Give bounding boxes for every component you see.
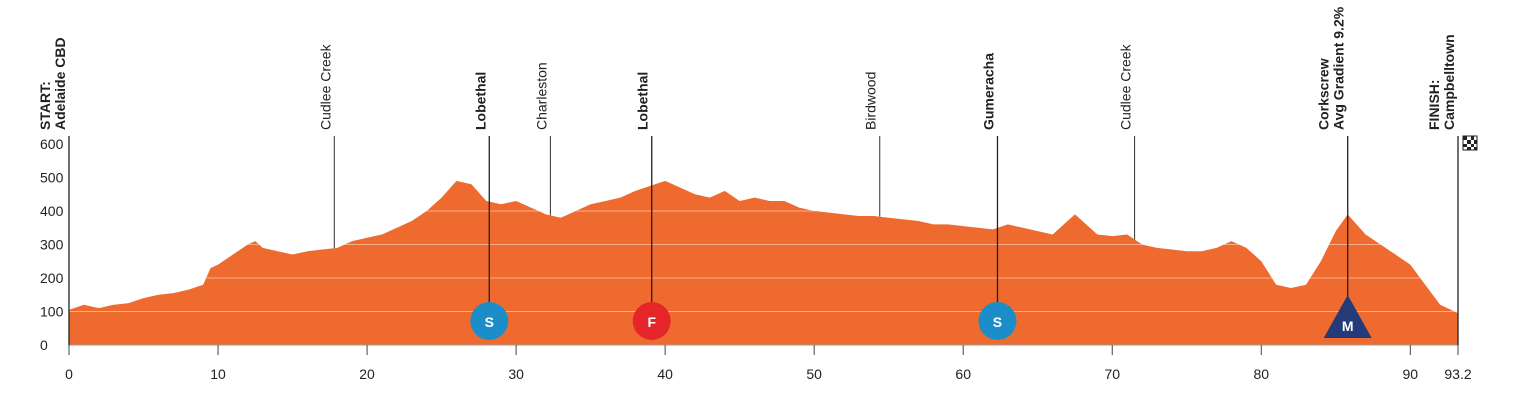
y-tick-label: 500	[40, 170, 64, 186]
annotation-label: Cudlee Creek	[317, 43, 333, 130]
annotation-label: Birdwood	[863, 72, 879, 130]
elevation-area	[69, 180, 1458, 345]
x-tick-label: 60	[955, 366, 971, 382]
annotation-label: FINISH:	[1426, 79, 1442, 130]
x-tick-label: 20	[359, 366, 375, 382]
y-tick-label: 300	[40, 237, 64, 253]
marker-label: S	[485, 314, 494, 330]
annotation-label: Cudlee Creek	[1118, 43, 1134, 130]
x-tick-label: 40	[657, 366, 673, 382]
annotation-label: Avg Gradient 9.2%	[1331, 6, 1347, 130]
x-tick-label: 93.2	[1444, 366, 1471, 382]
y-tick-label: 600	[40, 136, 64, 152]
finish-flag	[1462, 135, 1478, 151]
marker-label: F	[647, 314, 656, 330]
x-tick-label: 90	[1403, 366, 1419, 382]
y-tick-label: 200	[40, 270, 64, 286]
x-tick-label: 50	[806, 366, 822, 382]
annotation-label: Lobethal	[472, 72, 488, 130]
annotation-label: Lobethal	[635, 72, 651, 130]
marker-icon	[470, 302, 509, 340]
y-tick-label: 400	[40, 203, 64, 219]
annotation-label: START:	[37, 81, 53, 130]
x-tick-label: 80	[1253, 366, 1269, 382]
x-tick-label: 0	[65, 366, 73, 382]
marker-icon	[632, 302, 671, 340]
marker-label: M	[1342, 318, 1354, 334]
y-tick-label: 0	[40, 337, 48, 353]
annotation-label: Campbelltown	[1441, 34, 1457, 130]
x-tick-label: 70	[1104, 366, 1120, 382]
annotation-label: Charleston	[533, 62, 549, 130]
annotation-label: Corkscrew	[1316, 58, 1332, 130]
x-tick-label: 10	[210, 366, 226, 382]
annotation-label: Adelaide CBD	[52, 37, 68, 130]
annotation-label: Gumeracha	[980, 53, 996, 130]
y-tick-label: 100	[40, 304, 64, 320]
marker-icon	[1323, 295, 1372, 338]
marker-label: S	[993, 314, 1002, 330]
x-tick-label: 30	[508, 366, 524, 382]
marker-icon	[978, 302, 1017, 340]
